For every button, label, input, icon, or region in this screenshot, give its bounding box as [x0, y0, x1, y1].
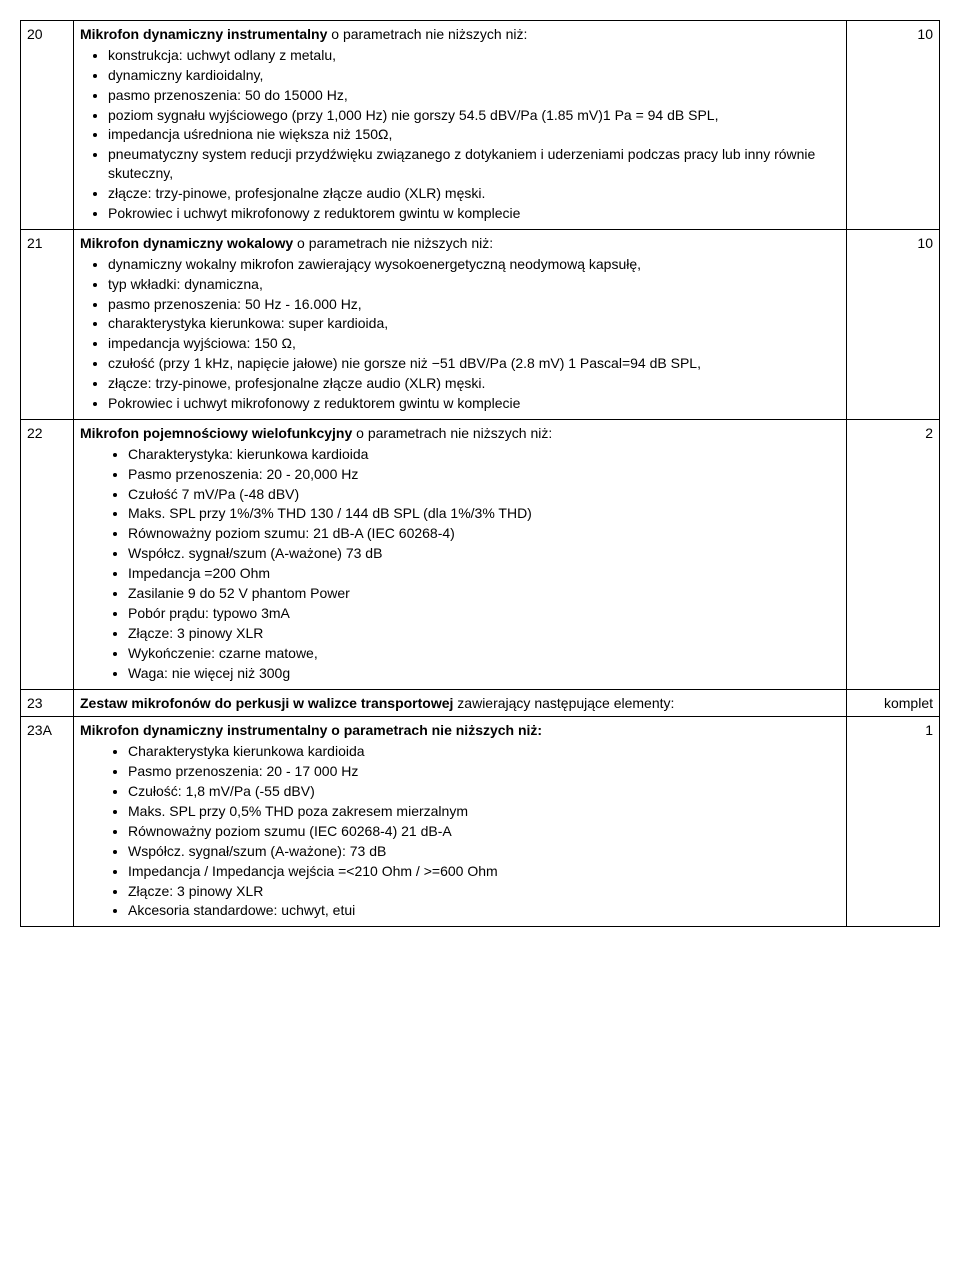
list-item: Złącze: 3 pinowy XLR: [128, 624, 840, 643]
list-item: Pasmo przenoszenia: 20 - 17 000 Hz: [128, 762, 840, 781]
list-item: Wykończenie: czarne matowe,: [128, 644, 840, 663]
list-item: Charakterystyka kierunkowa kardioida: [128, 742, 840, 761]
row-description: Zestaw mikrofonów do perkusji w walizce …: [74, 689, 847, 717]
row-quantity: 2: [847, 419, 940, 689]
list-item: Złącze: 3 pinowy XLR: [128, 882, 840, 901]
row-quantity: komplet: [847, 689, 940, 717]
row-quantity: 10: [847, 229, 940, 419]
list-item: Równoważny poziom szumu: 21 dB-A (IEC 60…: [128, 524, 840, 543]
list-item: pasmo przenoszenia: 50 do 15000 Hz,: [108, 86, 840, 105]
list-item: Pokrowiec i uchwyt mikrofonowy z redukto…: [108, 204, 840, 223]
list-item: Maks. SPL przy 1%/3% THD 130 / 144 dB SP…: [128, 504, 840, 523]
row-title: Mikrofon dynamiczny instrumentalny o par…: [80, 721, 840, 740]
list-item: dynamiczny wokalny mikrofon zawierający …: [108, 255, 840, 274]
row-title-bold: Mikrofon dynamiczny wokalowy: [80, 235, 293, 251]
list-item: charakterystyka kierunkowa: super kardio…: [108, 314, 840, 333]
list-item: Waga: nie więcej niż 300g: [128, 664, 840, 683]
row-title-bold: Mikrofon dynamiczny instrumentalny: [80, 26, 327, 42]
table-row: 20 Mikrofon dynamiczny instrumentalny o p…: [21, 21, 940, 230]
row-number: 22: [21, 419, 74, 689]
row-number: 23A: [21, 717, 74, 927]
row-title-bold: Mikrofon pojemnościowy wielofunkcyjny: [80, 425, 352, 441]
list-item: typ wkładki: dynamiczna,: [108, 275, 840, 294]
table-row: 22 Mikrofon pojemnościowy wielofunkcyjny …: [21, 419, 940, 689]
list-item: złącze: trzy-pinowe, profesjonalne złącz…: [108, 184, 840, 203]
row-number: 21: [21, 229, 74, 419]
row-title-bold: Zestaw mikrofonów do perkusji w walizce …: [80, 695, 453, 711]
list-item: Charakterystyka: kierunkowa kardioida: [128, 445, 840, 464]
bullet-list: dynamiczny wokalny mikrofon zawierający …: [80, 255, 840, 413]
row-title: Mikrofon dynamiczny instrumentalny o par…: [80, 25, 840, 44]
list-item: impedancja wyjściowa: 150 Ω,: [108, 334, 840, 353]
list-item: Pobór prądu: typowo 3mA: [128, 604, 840, 623]
row-title: Zestaw mikrofonów do perkusji w walizce …: [80, 694, 840, 713]
list-item: pasmo przenoszenia: 50 Hz - 16.000 Hz,: [108, 295, 840, 314]
list-item: pneumatyczny system reducji przydźwięku …: [108, 145, 840, 183]
table-row: 23 Zestaw mikrofonów do perkusji w walizc…: [21, 689, 940, 717]
row-description: Mikrofon pojemnościowy wielofunkcyjny o …: [74, 419, 847, 689]
bullet-list: Charakterystyka: kierunkowa kardioidaPas…: [80, 445, 840, 683]
list-item: Czułość 7 mV/Pa (-48 dBV): [128, 485, 840, 504]
row-description: Mikrofon dynamiczny wokalowy o parametra…: [74, 229, 847, 419]
table-row: 23A Mikrofon dynamiczny instrumentalny o …: [21, 717, 940, 927]
list-item: Czułość: 1,8 mV/Pa (-55 dBV): [128, 782, 840, 801]
list-item: Współcz. sygnał/szum (A-ważone): 73 dB: [128, 842, 840, 861]
list-item: Impedancja / Impedancja wejścia =<210 Oh…: [128, 862, 840, 881]
list-item: złącze: trzy-pinowe, profesjonalne złącz…: [108, 374, 840, 393]
row-description: Mikrofon dynamiczny instrumentalny o par…: [74, 717, 847, 927]
row-title-rest: o parametrach nie niższych niż:: [293, 235, 493, 251]
list-item: dynamiczny kardioidalny,: [108, 66, 840, 85]
row-title: Mikrofon dynamiczny wokalowy o parametra…: [80, 234, 840, 253]
list-item: Pokrowiec i uchwyt mikrofonowy z redukto…: [108, 394, 840, 413]
page: 20 Mikrofon dynamiczny instrumentalny o p…: [0, 0, 960, 967]
row-description: Mikrofon dynamiczny instrumentalny o par…: [74, 21, 847, 230]
list-item: czułość (przy 1 kHz, napięcie jałowe) ni…: [108, 354, 840, 373]
row-title-rest: zawierający następujące elementy:: [453, 695, 674, 711]
list-item: Impedancja =200 Ohm: [128, 564, 840, 583]
list-item: Maks. SPL przy 0,5% THD poza zakresem mi…: [128, 802, 840, 821]
row-title: Mikrofon pojemnościowy wielofunkcyjny o …: [80, 424, 840, 443]
spec-table: 20 Mikrofon dynamiczny instrumentalny o p…: [20, 20, 940, 927]
row-number: 20: [21, 21, 74, 230]
table-row: 21 Mikrofon dynamiczny wokalowy o paramet…: [21, 229, 940, 419]
list-item: konstrukcja: uchwyt odlany z metalu,: [108, 46, 840, 65]
row-quantity: 1: [847, 717, 940, 927]
list-item: poziom sygnału wyjściowego (przy 1,000 H…: [108, 106, 840, 125]
list-item: Akcesoria standardowe: uchwyt, etui: [128, 901, 840, 920]
list-item: Współcz. sygnał/szum (A-ważone) 73 dB: [128, 544, 840, 563]
row-number: 23: [21, 689, 74, 717]
row-quantity: 10: [847, 21, 940, 230]
spec-table-body: 20 Mikrofon dynamiczny instrumentalny o p…: [21, 21, 940, 927]
bullet-list: konstrukcja: uchwyt odlany z metalu,dyna…: [80, 46, 840, 223]
list-item: Pasmo przenoszenia: 20 - 20,000 Hz: [128, 465, 840, 484]
bullet-list: Charakterystyka kierunkowa kardioidaPasm…: [80, 742, 840, 920]
row-title-rest: o parametrach nie niższych niż:: [352, 425, 552, 441]
list-item: Równoważny poziom szumu (IEC 60268-4) 21…: [128, 822, 840, 841]
list-item: Zasilanie 9 do 52 V phantom Power: [128, 584, 840, 603]
row-title-rest: o parametrach nie niższych niż:: [327, 26, 527, 42]
row-title-bold: Mikrofon dynamiczny instrumentalny o par…: [80, 722, 542, 738]
list-item: impedancja uśredniona nie większa niż 15…: [108, 125, 840, 144]
